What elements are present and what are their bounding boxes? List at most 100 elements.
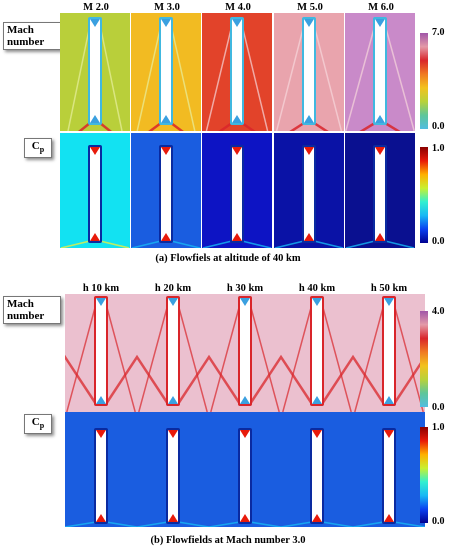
shock-line [393,521,425,527]
tail-marker [161,233,171,241]
column-header-m2: M 2.0 [83,2,109,13]
tail-marker [168,396,178,404]
caption-a: (a) Flowfiels at altitude of 40 km [155,253,301,264]
tail-marker [384,514,394,522]
cp-main: C [31,416,40,428]
tail-marker [312,514,322,522]
shock-line [384,240,415,248]
cp-flowfield-graphic [137,428,209,527]
nose-marker [90,147,100,155]
shock-line [281,354,314,405]
caption-b: (b) Flowfields at Mach number 3.0 [150,535,306,546]
vehicle-body [232,19,242,123]
nose-marker [96,430,106,438]
shock-line [289,121,305,131]
nose-marker [375,19,385,27]
nose-marker [240,298,250,306]
cp-flowfield-graphic [131,145,201,248]
shock-line [66,303,97,412]
nose-marker [161,147,171,155]
cp-flowfield-panel [60,133,130,248]
shock-line [345,24,376,131]
vehicle-body [375,19,385,123]
shock-line [137,521,169,527]
row-label-line2: number [7,310,45,322]
mach-flowfield-panel [345,13,415,131]
column-header-h30: h 30 km [226,283,264,294]
mach-flowfield-panel [281,294,353,412]
row-label-line1: Mach [7,298,34,310]
mach-flowfield-graphic [353,296,425,412]
mach-flowfield-graphic [209,296,281,412]
cp-main: C [31,140,40,152]
cp-colorbar-b-min: 0.0 [432,516,445,527]
row-label-mach-number-a: Mach number [3,22,61,50]
shock-line [384,121,401,131]
cp-flowfield-graphic [281,428,353,527]
mach-flowfield-panel [274,13,344,131]
vehicle-body [232,147,242,241]
mach-colorbar-b-max: 4.0 [432,306,445,317]
shock-line [249,521,281,527]
nose-marker [312,298,322,306]
shock-line [241,24,269,131]
shock-line [67,24,91,131]
shock-line [170,240,201,248]
tail-marker [384,396,394,404]
shock-line [99,122,113,131]
tail-marker [304,115,314,123]
shock-line [60,240,91,248]
shock-line [177,521,209,527]
column-header-m4: M 4.0 [225,2,251,13]
vehicle-body [312,430,322,522]
shock-line [65,354,98,405]
mach-flowfield-panel [353,294,425,412]
cp-flowfield-panel [209,412,281,527]
shock-line [353,521,385,527]
shock-line [321,303,352,412]
shock-line [170,121,184,131]
column-header-h50: h 50 km [370,283,408,294]
cp-flowfield-graphic [353,428,425,527]
cp-flowfield-panel [65,412,137,527]
cp-sub: p [39,421,45,431]
shock-line [131,240,162,248]
shock-line [104,354,137,405]
vehicle-body [161,147,171,241]
mach-flowfield-graphic [137,296,209,412]
shock-line [105,303,136,412]
shock-line [136,24,162,131]
cp-flowfield-panel [345,133,415,248]
shock-line [209,354,242,405]
nose-marker [96,298,106,306]
cp-colorbar-a [420,147,428,243]
tail-marker [304,233,314,241]
shock-line [281,521,313,527]
mach-colorbar-a-max: 7.0 [432,27,445,38]
mach-flowfield-graphic [205,17,269,131]
shock-line [176,354,209,405]
vehicle-body [90,19,100,123]
row-label-cp-a: Cp [24,138,52,159]
shock-line [313,240,344,248]
cp-colorbar-a-max: 1.0 [432,143,445,154]
vehicle-body [96,298,106,404]
vehicle-body [240,298,250,404]
nose-marker [168,298,178,306]
cp-flowfield-panel [281,412,353,527]
cp-colorbar-a-min: 0.0 [432,236,445,247]
mach-flowfield-panel [131,13,201,131]
column-header-m3: M 3.0 [154,2,180,13]
shock-line [241,121,256,131]
mach-flowfield-graphic [67,17,123,131]
nose-marker [312,430,322,438]
mach-flowfield-panel [65,294,137,412]
cp-colorbar-b [420,427,428,523]
column-header-h40: h 40 km [298,283,336,294]
vehicle-body [384,430,394,522]
tail-marker [90,115,100,123]
shock-line [274,240,305,248]
shock-line [282,303,313,412]
shock-line [359,121,376,131]
tail-marker [312,396,322,404]
